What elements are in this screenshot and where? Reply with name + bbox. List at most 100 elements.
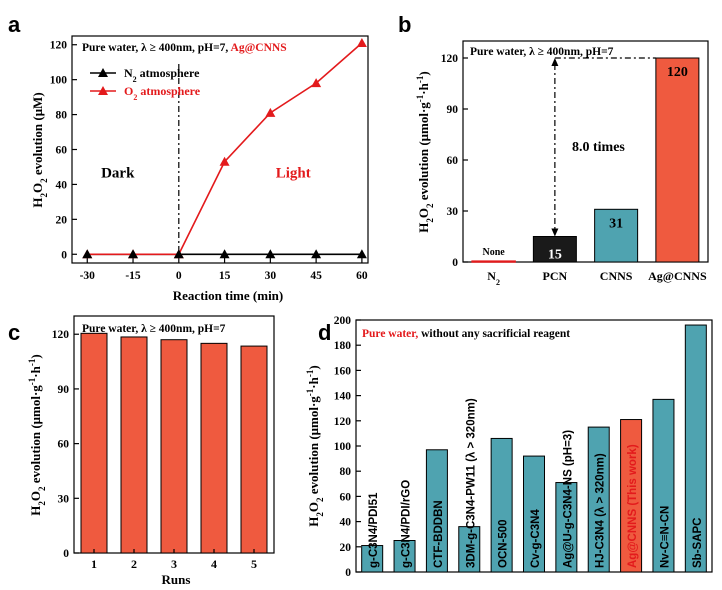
chart-a-point-n2: [173, 249, 184, 259]
legend-n2-label: N2 atmosphere: [124, 66, 200, 84]
chart-a-x-axis-label: Reaction time (min): [173, 288, 283, 303]
chart-a-x-tick-label: -15: [125, 270, 141, 282]
chart-d-bar: [684, 324, 707, 573]
chart-d-y-tick-label: 80: [340, 466, 352, 478]
chart-c-bar: [80, 332, 108, 554]
chart-b-data-label: None: [483, 247, 506, 258]
chart-a-point-n2: [219, 249, 230, 259]
chart-d-bar: [652, 398, 675, 573]
chart-d-y-tick-label: 60: [340, 491, 352, 503]
chart-a: Pure water, λ ≥ 400nm, pH=7, Ag@CNNS 0 20…: [30, 35, 369, 303]
chart-a-frame: [71, 35, 369, 264]
chart-a-x-tick-label: -30: [80, 270, 96, 282]
chart-d-category-label: Ag@CNNS (This work): [627, 444, 639, 568]
chart-a-y-tick-label: 80: [56, 110, 68, 122]
chart-b: Pure water, λ ≥ 400nm, pH=7 0 30 60 90 120 N…: [415, 40, 709, 287]
chart-d-category-label: Nv-C≡N-CN: [659, 506, 671, 568]
chart-a-y-axis-label: H2O2 evolution (μM): [30, 92, 49, 207]
chart-c-y-ticks: 0 30 60 90 120: [52, 329, 79, 560]
chart-b-comparison-annotation: 8.0 times: [551, 57, 656, 237]
chart-a-light-annotation: Light: [276, 165, 311, 181]
chart-a-point-o2: [311, 78, 322, 88]
chart-b-title: Pure water, λ ≥ 400nm, pH=7: [470, 46, 614, 58]
legend-o2-marker: [98, 86, 108, 95]
chart-a-x-tick-label: 0: [176, 270, 182, 282]
chart-d-y-tick-label: 140: [334, 391, 352, 403]
chart-d-category-label: CTF-BDDBN: [433, 500, 445, 568]
chart-a-y-tick-label: 120: [50, 40, 68, 52]
chart-c-category-label: 5: [251, 557, 257, 571]
chart-a-x-tick-label: 45: [310, 270, 322, 282]
chart-d-category-label: 3DM-g-C3N4-PW11 (λ > 320nm): [465, 398, 477, 568]
chart-a-point-n2: [128, 249, 139, 259]
chart-a-point-o2: [265, 107, 276, 117]
chart-b-data-label: 120: [667, 65, 688, 80]
chart-b-category-label: N2: [487, 269, 500, 287]
chart-a-y-tick-label: 100: [50, 75, 68, 87]
chart-d-category-label: Cv-g-C3N4: [530, 509, 542, 568]
chart-b-y-tick-label: 90: [447, 104, 459, 116]
chart-c-bar: [200, 342, 228, 554]
chart-b-category-label: Ag@CNNS: [648, 269, 707, 283]
chart-b-bars: None N2 15 PCN 31 CNNS 120 Ag@CNNS: [471, 57, 707, 287]
chart-d-bar: [523, 455, 545, 573]
chart-a-legend: N2 atmosphere O2 atmosphere: [90, 66, 201, 102]
chart-b-frame: [462, 40, 709, 263]
chart-c-category-label: 2: [131, 557, 137, 571]
chart-b-category-label: PCN: [543, 269, 568, 283]
chart-a-y-tick-label: 20: [56, 214, 68, 226]
chart-c: Pure water, λ ≥ 400nm, pH=7 0 30 60 90 120 1…: [27, 315, 275, 587]
chart-a-title: Pure water, λ ≥ 400nm, pH=7, Ag@CNNS: [82, 42, 287, 54]
chart-b-bar: [655, 57, 700, 263]
chart-c-category-label: 3: [171, 557, 177, 571]
chart-b-data-label: 15: [548, 248, 562, 263]
panel-label-c: c: [8, 320, 20, 345]
chart-d-y-ticks: 0 20 40 60 80 100 120 140 160 180 200: [334, 315, 361, 579]
chart-d-title: Pure water, without any sacrificial reag…: [362, 328, 570, 340]
chart-d-category-label: g-C3N4/PDI/rGO: [401, 480, 413, 568]
chart-a-y-tick-label: 40: [56, 179, 68, 191]
chart-d-category-label: Sb-SAPC: [692, 518, 704, 568]
chart-d-bar: [393, 540, 416, 573]
panel-label-b: b: [398, 12, 411, 37]
chart-c-bars: 1 2 3 4 5: [80, 332, 268, 571]
chart-a-y-tick-label: 0: [61, 249, 67, 261]
chart-b-arrow-head-up: [551, 58, 559, 66]
chart-d-y-tick-label: 20: [340, 542, 352, 554]
chart-d-y-tick-label: 0: [345, 567, 351, 579]
chart-a-point-n2: [311, 249, 322, 259]
chart-c-y-tick-label: 90: [58, 384, 70, 396]
chart-c-y-tick-label: 30: [58, 493, 70, 505]
chart-d-bar: [587, 426, 610, 573]
chart-c-y-axis-label: H2O2 evolution (μmol·g-1·h-1): [27, 354, 47, 515]
chart-a-x-ticks: -30 -15 0 15 30 45 60: [80, 258, 368, 282]
chart-d-y-tick-label: 120: [334, 416, 352, 428]
chart-c-bar: [240, 345, 268, 554]
chart-b-y-axis-label: H2O2 evolution (μmol·g-1·h-1): [415, 71, 435, 232]
chart-a-y-ticks: 0 20 40 60 80 100 120: [50, 40, 77, 261]
chart-b-arrow-head-down: [551, 228, 559, 237]
chart-c-bar: [120, 336, 148, 554]
chart-d-y-tick-label: 100: [334, 441, 352, 453]
chart-b-y-tick-label: 60: [447, 155, 459, 167]
chart-a-dark-annotation: Dark: [101, 165, 135, 181]
chart-d-y-tick-label: 40: [340, 517, 352, 529]
chart-d-bar: [620, 419, 643, 573]
chart-d-bars: g-C3N4/PDI51 g-C3N4/PDI/rGO CTF-BDDBN 3DM-g…: [361, 324, 707, 573]
chart-b-ratio-label: 8.0 times: [572, 140, 625, 155]
chart-c-title: Pure water, λ ≥ 400nm, pH=7: [82, 323, 226, 335]
chart-c-y-tick-label: 60: [58, 439, 70, 451]
chart-a-x-tick-label: 15: [219, 270, 231, 282]
chart-c-bar: [160, 339, 188, 554]
chart-d: Pure water, without any sacrificial reag…: [305, 315, 713, 579]
chart-a-point-o2: [356, 37, 367, 47]
chart-d-y-axis-label: H2O2 evolution (μmol·g-1·h-1): [305, 365, 325, 526]
chart-c-category-label: 4: [211, 557, 217, 571]
chart-d-bar: [555, 482, 578, 573]
chart-d-y-tick-label: 160: [334, 365, 352, 377]
chart-a-series: [82, 37, 367, 259]
panel-label-a: a: [8, 12, 21, 37]
chart-d-category-label: g-C3N4/PDI51: [368, 492, 380, 568]
chart-b-category-label: CNNS: [600, 269, 633, 283]
